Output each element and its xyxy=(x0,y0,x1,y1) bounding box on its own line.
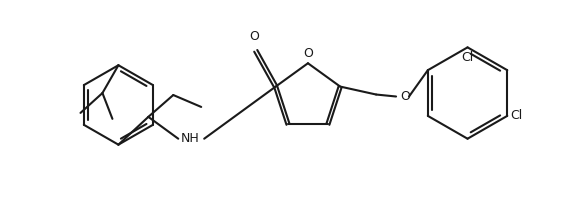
Text: O: O xyxy=(400,90,410,103)
Text: NH: NH xyxy=(180,132,199,145)
Text: Cl: Cl xyxy=(510,109,522,122)
Text: O: O xyxy=(303,47,313,60)
Text: O: O xyxy=(249,30,259,43)
Text: Cl: Cl xyxy=(461,51,474,64)
